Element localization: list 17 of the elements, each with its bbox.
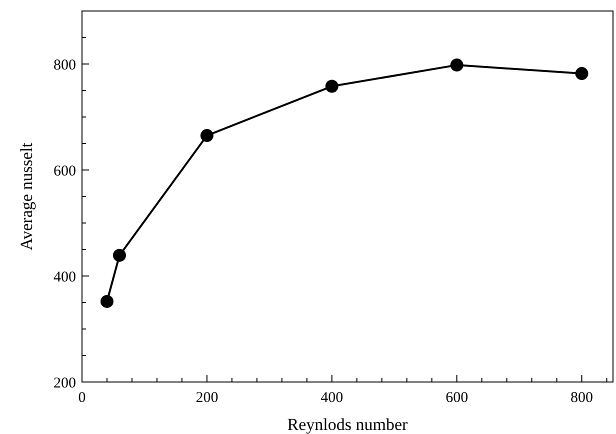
y-tick-label: 200 — [54, 375, 76, 392]
y-axis-title: Average nusselt — [17, 142, 36, 250]
point — [450, 58, 464, 72]
y-tick-label: 400 — [54, 269, 76, 286]
point — [112, 248, 126, 262]
point — [325, 80, 338, 93]
y-tick-label: 800 — [54, 57, 76, 74]
x-tick-label: 600 — [446, 390, 468, 406]
point — [200, 129, 214, 142]
x-axis-title: Reynlods number — [287, 415, 408, 434]
point — [100, 294, 114, 308]
y-tick-label: 600 — [54, 163, 76, 180]
x-tick-label: 0 — [78, 390, 86, 406]
x-tick-label: 200 — [196, 390, 218, 406]
point — [575, 67, 588, 80]
x-tick-label: 400 — [320, 390, 344, 406]
x-tick-label: 800 — [570, 390, 594, 406]
